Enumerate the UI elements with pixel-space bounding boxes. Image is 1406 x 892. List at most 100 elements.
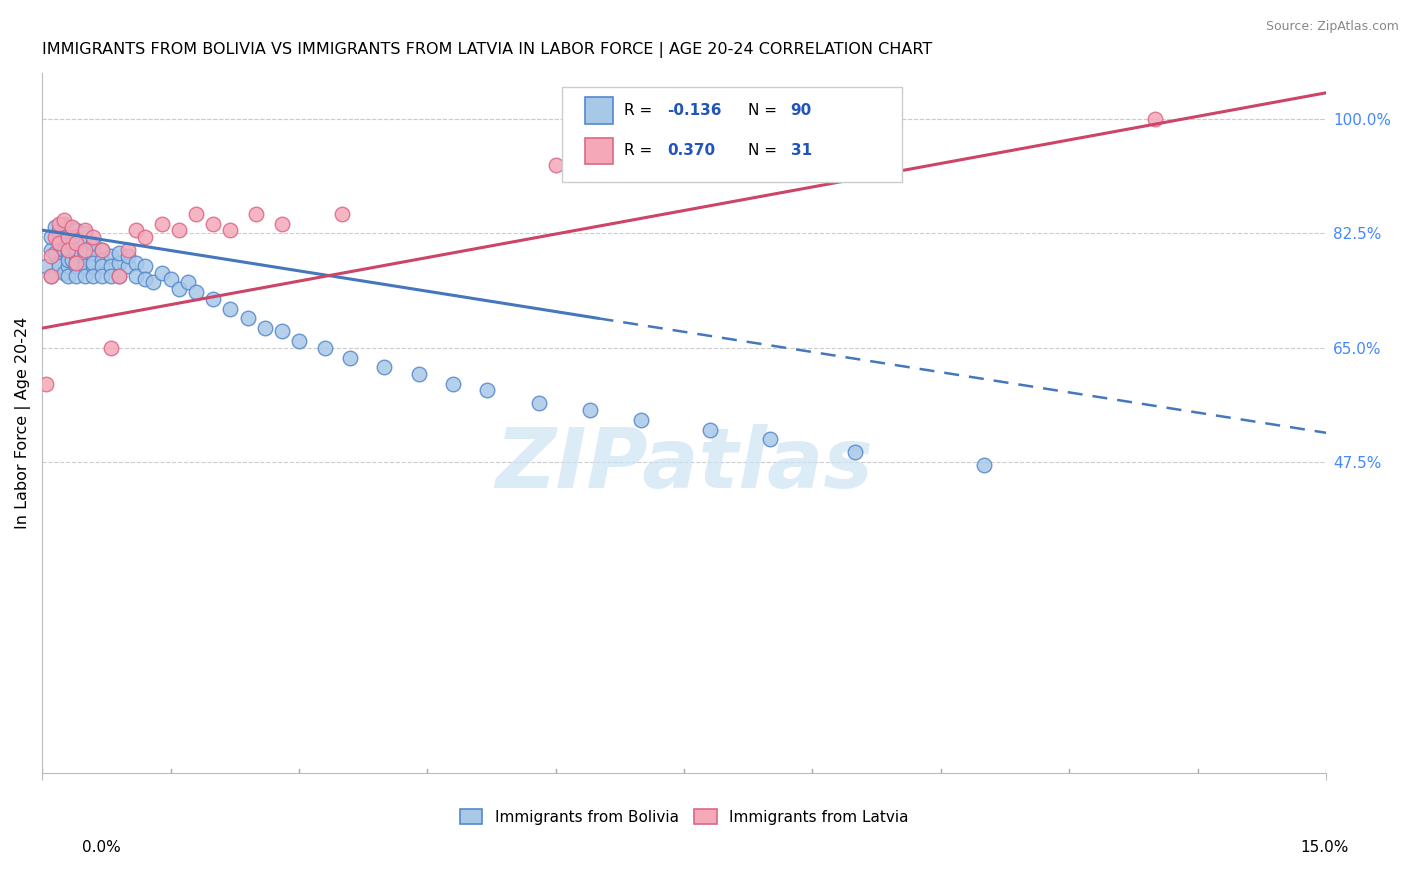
Bar — [585, 137, 613, 164]
Point — [167, 282, 190, 296]
Point — [408, 367, 430, 381]
Point — [35, 259, 58, 273]
Point — [125, 256, 148, 270]
Point — [117, 243, 139, 257]
Point — [699, 423, 721, 437]
Point — [159, 272, 181, 286]
Point — [108, 268, 131, 283]
Point — [477, 384, 499, 398]
FancyBboxPatch shape — [562, 87, 903, 182]
Point — [65, 243, 87, 257]
Point — [56, 236, 79, 251]
Point — [82, 236, 104, 251]
Point — [108, 246, 131, 260]
Point — [142, 276, 165, 290]
Text: IMMIGRANTS FROM BOLIVIA VS IMMIGRANTS FROM LATVIA IN LABOR FORCE | AGE 20-24 COR: IMMIGRANTS FROM BOLIVIA VS IMMIGRANTS FR… — [42, 42, 932, 58]
Point — [82, 229, 104, 244]
Point — [56, 243, 79, 257]
Legend: Immigrants from Bolivia, Immigrants from Latvia: Immigrants from Bolivia, Immigrants from… — [460, 808, 908, 824]
Point — [56, 219, 79, 234]
Point — [117, 249, 139, 263]
Point — [288, 334, 311, 349]
Point — [134, 229, 156, 244]
Point — [48, 236, 70, 251]
Point — [69, 246, 91, 260]
Point — [1143, 112, 1166, 126]
Point — [65, 236, 87, 251]
Point — [65, 256, 87, 270]
Point — [39, 243, 62, 257]
Text: 0.370: 0.370 — [668, 144, 716, 159]
Point — [91, 243, 114, 257]
Point — [73, 256, 96, 270]
Point — [82, 246, 104, 260]
Point — [544, 158, 567, 172]
Point — [39, 268, 62, 283]
Point — [65, 223, 87, 237]
Point — [108, 256, 131, 270]
Y-axis label: In Labor Force | Age 20-24: In Labor Force | Age 20-24 — [15, 317, 31, 529]
Point — [56, 259, 79, 273]
Text: 15.0%: 15.0% — [1301, 840, 1348, 855]
Text: 90: 90 — [790, 103, 811, 118]
Point — [60, 252, 83, 267]
Point — [73, 227, 96, 241]
Point — [527, 396, 550, 410]
Point — [314, 341, 336, 355]
Point — [82, 259, 104, 273]
Point — [73, 246, 96, 260]
Text: 31: 31 — [790, 144, 811, 159]
Point — [630, 413, 652, 427]
Point — [65, 259, 87, 273]
Point — [56, 233, 79, 247]
Point — [65, 249, 87, 263]
Point — [91, 252, 114, 267]
Point — [44, 246, 66, 260]
Point — [56, 229, 79, 244]
Point — [44, 229, 66, 244]
Point — [91, 259, 114, 273]
Point — [48, 223, 70, 237]
Point — [44, 219, 66, 234]
Point — [52, 243, 75, 257]
Text: R =: R = — [624, 144, 657, 159]
Point — [82, 268, 104, 283]
Bar — [585, 97, 613, 124]
Point — [60, 219, 83, 234]
Point — [108, 268, 131, 283]
Point — [65, 229, 87, 244]
Point — [245, 207, 267, 221]
Point — [100, 249, 122, 263]
Point — [52, 266, 75, 280]
Point — [48, 229, 70, 244]
Point — [973, 458, 995, 473]
Point — [125, 268, 148, 283]
Point — [73, 223, 96, 237]
Point — [56, 229, 79, 244]
Point — [758, 433, 780, 447]
Point — [219, 223, 242, 237]
Text: R =: R = — [624, 103, 657, 118]
Point — [202, 292, 225, 306]
Text: -0.136: -0.136 — [668, 103, 721, 118]
Point — [35, 376, 58, 391]
Point — [82, 239, 104, 253]
Point — [56, 246, 79, 260]
Point — [202, 217, 225, 231]
Point — [65, 256, 87, 270]
Point — [186, 207, 208, 221]
Point — [48, 236, 70, 251]
Point — [56, 268, 79, 283]
Text: N =: N = — [748, 144, 782, 159]
Text: Source: ZipAtlas.com: Source: ZipAtlas.com — [1265, 20, 1399, 33]
Point — [100, 268, 122, 283]
Point — [253, 321, 276, 335]
Point — [65, 268, 87, 283]
Point — [134, 272, 156, 286]
Point — [270, 217, 292, 231]
Point — [82, 249, 104, 263]
Point — [441, 376, 464, 391]
Text: N =: N = — [748, 103, 782, 118]
Point — [579, 403, 602, 417]
Point — [52, 217, 75, 231]
